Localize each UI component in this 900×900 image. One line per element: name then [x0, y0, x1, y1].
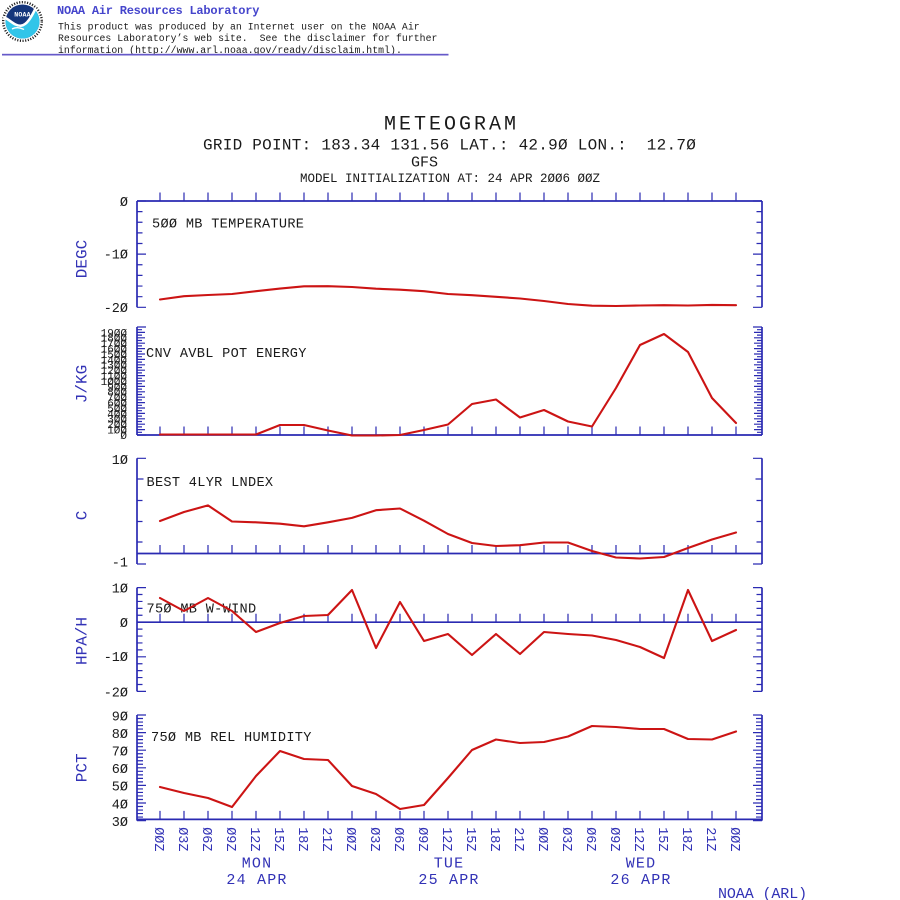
- svg-text:-1Ø: -1Ø: [104, 651, 128, 666]
- svg-text:12Z: 12Z: [438, 827, 453, 851]
- svg-text:-2Ø: -2Ø: [104, 302, 128, 317]
- svg-text:75Ø MB W-WIND: 75Ø MB W-WIND: [147, 603, 257, 618]
- svg-text:9Ø: 9Ø: [112, 710, 128, 725]
- svg-text:3Ø: 3Ø: [112, 816, 128, 831]
- svg-text:12Z: 12Z: [246, 827, 261, 851]
- svg-text:PCT: PCT: [74, 753, 92, 782]
- svg-text:MODEL INITIALIZATION AT: 24 AP: MODEL INITIALIZATION AT: 24 APR 2ØØ6 ØØZ: [300, 172, 601, 186]
- svg-text:Ø: Ø: [120, 196, 128, 211]
- svg-text:Resources Laboratory’s web sit: Resources Laboratory’s web site. See the…: [58, 33, 437, 44]
- svg-text:ØØZ: ØØZ: [534, 827, 549, 851]
- svg-text:7Ø: 7Ø: [112, 746, 128, 761]
- svg-text:Ø6Z: Ø6Z: [390, 827, 405, 851]
- svg-text:14ØØ: 14ØØ: [101, 355, 128, 367]
- svg-text:DEGC: DEGC: [74, 240, 92, 278]
- svg-text:Ø: Ø: [120, 431, 127, 443]
- svg-text:Ø9Z: Ø9Z: [222, 827, 237, 851]
- svg-text:1ØØ: 1ØØ: [107, 426, 127, 438]
- svg-text:HPA/H: HPA/H: [74, 617, 92, 665]
- svg-text:9ØØ: 9ØØ: [107, 382, 127, 394]
- svg-text:18ØØ: 18ØØ: [101, 334, 128, 346]
- svg-text:21Z: 21Z: [318, 827, 333, 851]
- svg-text:3ØØ: 3ØØ: [107, 415, 127, 427]
- svg-text:12Z: 12Z: [630, 827, 645, 851]
- svg-text:15ØØ: 15ØØ: [101, 350, 128, 362]
- svg-text:12ØØ: 12ØØ: [101, 366, 128, 378]
- svg-text:8ØØ: 8ØØ: [107, 388, 127, 400]
- svg-text:Ø6Z: Ø6Z: [582, 827, 597, 851]
- svg-text:BEST 4LYR LNDEX: BEST 4LYR LNDEX: [147, 476, 274, 491]
- svg-text:NOAA: NOAA: [14, 12, 31, 19]
- svg-text:7ØØ: 7ØØ: [107, 393, 127, 405]
- svg-text:-1: -1: [112, 556, 128, 571]
- svg-text:J/KG: J/KG: [74, 365, 92, 403]
- svg-text:Ø3Z: Ø3Z: [366, 827, 381, 851]
- svg-text:75Ø MB REL HUMIDITY: 75Ø MB REL HUMIDITY: [151, 731, 312, 746]
- svg-text:Ø: Ø: [120, 617, 128, 632]
- svg-text:16ØØ: 16ØØ: [101, 345, 128, 357]
- svg-text:ØØZ: ØØZ: [726, 827, 741, 851]
- svg-text:15Z: 15Z: [462, 827, 477, 851]
- svg-text:18Z: 18Z: [678, 827, 693, 851]
- svg-text:15Z: 15Z: [654, 827, 669, 851]
- svg-text:4ØØ: 4ØØ: [107, 409, 127, 421]
- svg-text:This product was produced by a: This product was produced by an Internet…: [58, 21, 420, 32]
- svg-text:5ØØ MB TEMPERATURE: 5ØØ MB TEMPERATURE: [152, 218, 304, 233]
- svg-text:Ø6Z: Ø6Z: [198, 827, 213, 851]
- svg-text:1Ø: 1Ø: [112, 454, 128, 469]
- svg-text:6ØØ: 6ØØ: [107, 399, 127, 411]
- svg-text:21Z: 21Z: [510, 827, 525, 851]
- svg-text:13ØØ: 13ØØ: [101, 361, 128, 373]
- svg-text:METEOGRAM: METEOGRAM: [384, 114, 519, 137]
- svg-text:25 APR: 25 APR: [418, 872, 479, 889]
- svg-text:6Ø: 6Ø: [112, 763, 128, 778]
- svg-text:GFS: GFS: [411, 155, 438, 172]
- svg-text:TUE: TUE: [434, 856, 465, 873]
- svg-text:ØØZ: ØØZ: [342, 827, 357, 851]
- svg-text:NOAA (ARL): NOAA (ARL): [718, 886, 807, 900]
- svg-text:18Z: 18Z: [486, 827, 501, 851]
- svg-text:26 APR: 26 APR: [610, 872, 671, 889]
- svg-text:Ø9Z: Ø9Z: [606, 827, 621, 851]
- svg-text:4Ø: 4Ø: [112, 798, 128, 813]
- svg-text:21Z: 21Z: [702, 827, 717, 851]
- svg-text:NOAA Air Resources Laboratory: NOAA Air Resources Laboratory: [57, 4, 259, 18]
- svg-text:-2Ø: -2Ø: [104, 686, 128, 701]
- svg-text:1Ø: 1Ø: [112, 583, 128, 598]
- svg-text:ØØZ: ØØZ: [150, 827, 165, 851]
- svg-text:MON: MON: [242, 856, 273, 873]
- svg-text:C: C: [74, 511, 92, 521]
- svg-text:GRID POINT: 183.34 131.56 LAT.: GRID POINT: 183.34 131.56 LAT.: 42.9Ø LO…: [203, 137, 696, 155]
- svg-text:8Ø: 8Ø: [112, 728, 128, 743]
- svg-text:17ØØ: 17ØØ: [101, 339, 128, 351]
- svg-text:CNV AVBL POT ENERGY: CNV AVBL POT ENERGY: [146, 347, 307, 362]
- svg-text:Ø3Z: Ø3Z: [558, 827, 573, 851]
- svg-text:18Z: 18Z: [294, 827, 309, 851]
- svg-text:24 APR: 24 APR: [226, 872, 287, 889]
- svg-text:2ØØ: 2ØØ: [107, 420, 127, 432]
- svg-text:11ØØ: 11ØØ: [101, 372, 128, 384]
- svg-text:-1Ø: -1Ø: [104, 249, 128, 264]
- svg-text:information (http://www.arl.no: information (http://www.arl.noaa.gov/rea…: [58, 45, 402, 56]
- svg-text:Ø3Z: Ø3Z: [174, 827, 189, 851]
- svg-text:15Z: 15Z: [270, 827, 285, 851]
- svg-text:5ØØ: 5ØØ: [107, 404, 127, 416]
- svg-text:Ø9Z: Ø9Z: [414, 827, 429, 851]
- svg-text:19ØØ: 19ØØ: [101, 328, 128, 340]
- svg-text:WED: WED: [626, 856, 657, 873]
- svg-text:5Ø: 5Ø: [112, 781, 128, 796]
- svg-text:1ØØØ: 1ØØØ: [101, 377, 128, 389]
